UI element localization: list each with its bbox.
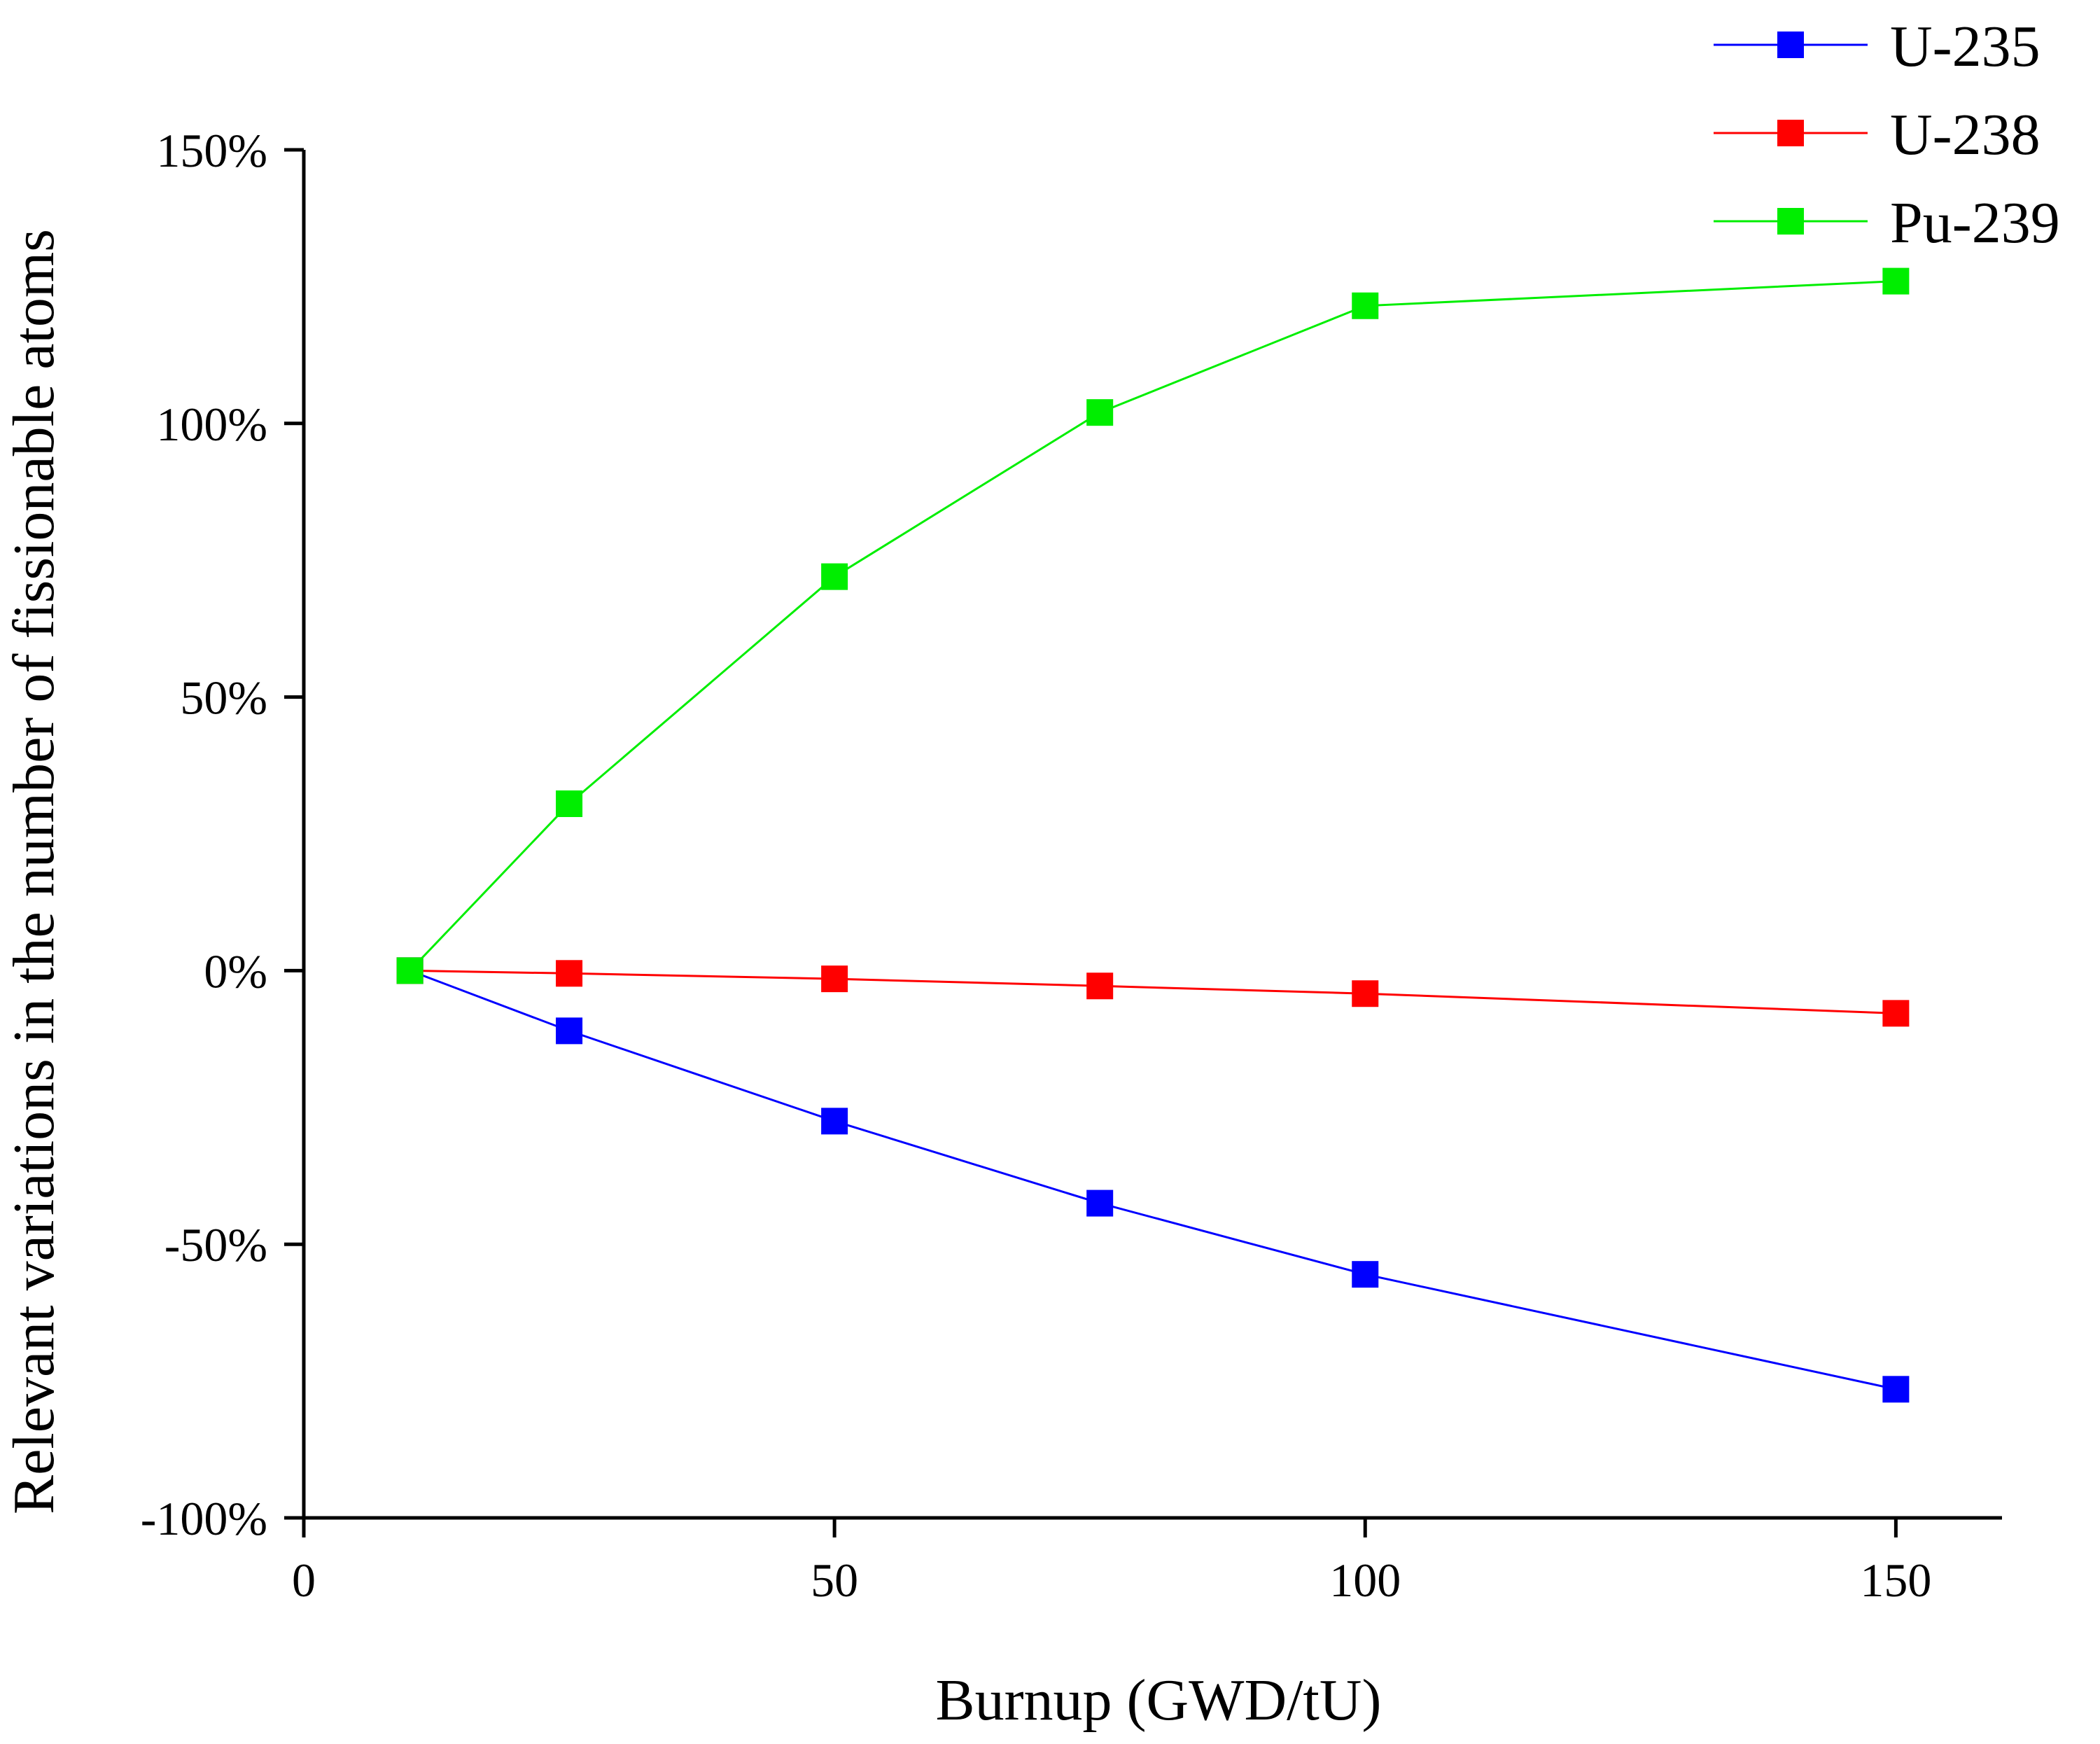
legend-item-u-235: U-235 [1714, 14, 2040, 79]
y-tick-label: -100% [141, 1492, 267, 1545]
y-tick-label: -50% [164, 1218, 267, 1271]
legend-item-pu-239: Pu-239 [1714, 190, 2060, 256]
legend-label-u-235: U-235 [1890, 14, 2040, 79]
data-point-u-238 [821, 965, 848, 993]
data-point-u-235 [1086, 1190, 1114, 1217]
legend-label-pu-239: Pu-239 [1890, 190, 2060, 256]
data-point-u-235 [1352, 1261, 1379, 1288]
series-layer [396, 267, 1910, 1403]
axes: -100% -50% 0% 50% 100% 150% 0 50 100 150 [141, 124, 2002, 1607]
data-point-pu-239 [1352, 292, 1379, 319]
y-axis-title: Relevant variations in the number of fis… [1, 229, 66, 1514]
series-pu-239 [396, 267, 1910, 984]
legend-marker-pu-239 [1777, 208, 1804, 235]
data-point-pu-239 [556, 790, 583, 818]
data-point-u-238 [1882, 1000, 1910, 1027]
series-line-pu-239 [409, 280, 1896, 972]
data-point-u-235 [556, 1017, 583, 1045]
series-u-238 [396, 957, 1910, 1027]
x-tick-label: 0 [292, 1554, 316, 1607]
y-tick-label: 0% [204, 944, 267, 998]
data-point-pu-239 [1086, 399, 1114, 426]
series-u-235 [396, 957, 1910, 1403]
y-tick-label: 150% [156, 124, 267, 177]
series-line-u-235 [410, 969, 1896, 1390]
data-point-u-238 [1352, 980, 1379, 1007]
legend-marker-u-235 [1777, 32, 1804, 58]
y-tick-label: 50% [180, 671, 267, 725]
legend-label-u-238: U-238 [1890, 102, 2040, 167]
legend-item-u-238: U-238 [1714, 102, 2040, 167]
x-tick-label: 100 [1329, 1554, 1401, 1607]
x-axis-title: Burnup (GWD/tU) [936, 1668, 1382, 1733]
data-point-pu-239 [821, 563, 848, 590]
data-point-pu-239 [1882, 267, 1910, 295]
x-tick-label: 150 [1860, 1554, 1931, 1607]
legend: U-235 U-238 Pu-239 [1714, 14, 2060, 256]
x-tick-label: 50 [811, 1554, 858, 1607]
data-point-pu-239 [396, 957, 424, 984]
legend-marker-u-238 [1777, 120, 1804, 146]
series-line-u-238 [410, 969, 1896, 1014]
data-point-u-238 [1086, 972, 1114, 1000]
data-point-u-235 [1882, 1376, 1910, 1403]
data-point-u-238 [556, 960, 583, 987]
data-point-u-235 [821, 1108, 848, 1135]
y-tick-label: 100% [156, 398, 267, 451]
